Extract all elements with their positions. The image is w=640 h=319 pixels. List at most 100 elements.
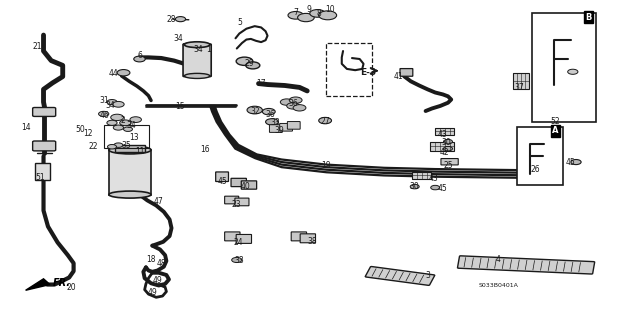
Bar	[435, 128, 454, 135]
Text: 51: 51	[35, 173, 45, 182]
Text: 46: 46	[99, 111, 109, 120]
Text: 34: 34	[193, 45, 204, 54]
Text: 6: 6	[137, 51, 142, 60]
Text: 32: 32	[250, 107, 260, 116]
Text: 9: 9	[306, 5, 311, 14]
Text: 35: 35	[122, 141, 132, 150]
Text: 45: 45	[218, 177, 228, 186]
Text: 30: 30	[442, 138, 452, 147]
FancyBboxPatch shape	[225, 232, 240, 241]
Circle shape	[262, 108, 275, 115]
Text: S033B0401A: S033B0401A	[479, 283, 518, 288]
FancyBboxPatch shape	[183, 44, 211, 77]
Bar	[35, 163, 50, 180]
Circle shape	[289, 97, 302, 103]
Ellipse shape	[109, 191, 151, 198]
Bar	[115, 145, 145, 152]
FancyBboxPatch shape	[365, 267, 435, 285]
Ellipse shape	[184, 42, 210, 48]
Circle shape	[236, 57, 253, 65]
FancyBboxPatch shape	[33, 141, 56, 151]
Bar	[513, 73, 529, 89]
Circle shape	[571, 160, 581, 165]
Text: 14: 14	[20, 123, 31, 132]
Text: 44: 44	[109, 69, 119, 78]
FancyBboxPatch shape	[458, 256, 595, 274]
Ellipse shape	[184, 73, 210, 78]
Text: 33: 33	[270, 118, 280, 127]
Text: 12: 12	[84, 130, 93, 138]
Circle shape	[120, 120, 131, 126]
Text: 15: 15	[175, 102, 186, 111]
Polygon shape	[26, 279, 50, 290]
Circle shape	[130, 117, 141, 122]
Text: E-3: E-3	[360, 68, 376, 77]
Text: 30: 30	[410, 182, 420, 191]
Text: 45: 45	[566, 158, 576, 167]
Text: 33: 33	[234, 256, 244, 265]
Circle shape	[431, 185, 440, 190]
Circle shape	[444, 146, 452, 151]
Text: A: A	[552, 126, 559, 135]
Circle shape	[288, 11, 303, 19]
Text: 16: 16	[200, 145, 210, 154]
Bar	[104, 125, 149, 148]
Circle shape	[298, 13, 314, 22]
Bar	[430, 142, 454, 151]
Text: 36: 36	[288, 99, 298, 108]
Text: 29: 29	[244, 59, 255, 68]
Text: 43: 43	[429, 174, 439, 183]
Text: FR.: FR.	[52, 278, 70, 288]
Text: 10: 10	[325, 5, 335, 14]
Text: 38: 38	[307, 237, 317, 246]
Bar	[109, 150, 151, 195]
Circle shape	[111, 114, 124, 121]
Circle shape	[410, 184, 419, 189]
Bar	[517, 127, 563, 185]
Text: 24: 24	[233, 238, 243, 247]
Text: 34: 34	[126, 121, 136, 130]
Text: 25: 25	[443, 161, 453, 170]
Text: 21: 21	[33, 42, 42, 51]
Text: 41: 41	[393, 72, 403, 81]
Text: 47: 47	[154, 197, 164, 206]
FancyBboxPatch shape	[216, 172, 228, 182]
Circle shape	[247, 106, 262, 114]
FancyBboxPatch shape	[33, 108, 56, 116]
Text: 36: 36	[265, 110, 275, 119]
Ellipse shape	[109, 146, 151, 154]
Text: 28: 28	[167, 15, 176, 24]
Circle shape	[117, 70, 130, 76]
Text: 52: 52	[550, 117, 561, 126]
FancyBboxPatch shape	[441, 159, 458, 165]
Text: 8: 8	[316, 9, 321, 18]
FancyBboxPatch shape	[236, 234, 252, 243]
Text: 34: 34	[106, 101, 116, 110]
Text: 3: 3	[425, 271, 430, 280]
Circle shape	[246, 62, 260, 69]
Text: 31: 31	[99, 96, 109, 105]
Text: 1: 1	[206, 45, 211, 54]
Text: 13: 13	[129, 133, 140, 142]
Circle shape	[310, 10, 325, 17]
Circle shape	[266, 119, 278, 125]
Circle shape	[319, 11, 337, 20]
Circle shape	[175, 17, 186, 22]
Text: 40: 40	[240, 182, 250, 191]
Circle shape	[568, 69, 578, 74]
Text: 20: 20	[67, 283, 77, 292]
Text: 11: 11	[135, 147, 144, 156]
Text: 19: 19	[321, 161, 332, 170]
Bar	[412, 172, 431, 179]
Text: 5: 5	[237, 18, 243, 27]
Text: 43: 43	[438, 130, 448, 139]
Text: 7: 7	[293, 8, 298, 17]
Text: 42: 42	[439, 148, 449, 157]
FancyBboxPatch shape	[269, 125, 282, 132]
Circle shape	[232, 257, 242, 263]
Text: 48: 48	[156, 259, 166, 268]
Text: 34: 34	[173, 34, 183, 43]
Circle shape	[293, 105, 306, 111]
FancyBboxPatch shape	[241, 181, 257, 189]
Circle shape	[108, 145, 116, 149]
